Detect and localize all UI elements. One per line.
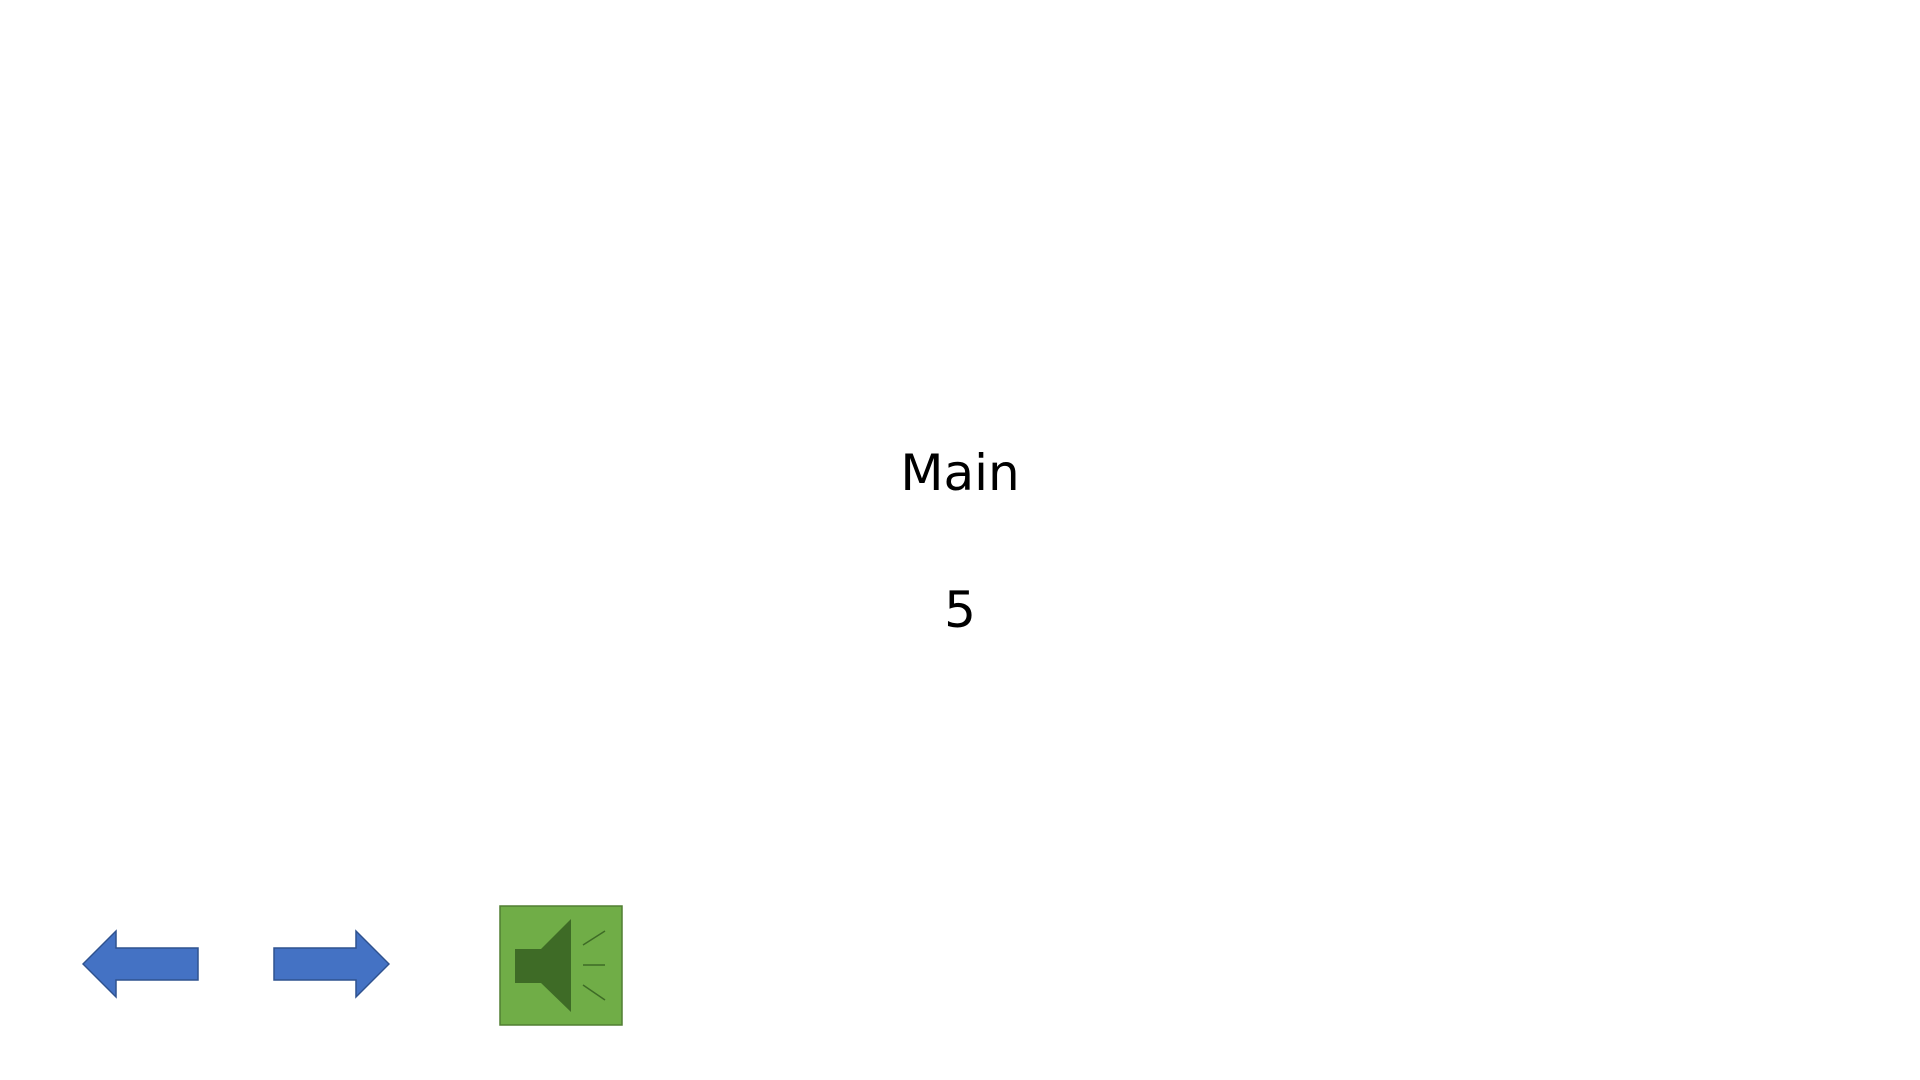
sound-button[interactable] xyxy=(499,905,623,1026)
slide-number: 5 xyxy=(944,581,976,639)
slide-title: Main xyxy=(900,444,1020,502)
right-arrow-icon xyxy=(273,929,390,999)
speaker-icon xyxy=(499,905,623,1026)
previous-button[interactable] xyxy=(82,929,200,999)
left-arrow-icon xyxy=(82,929,199,999)
next-button[interactable] xyxy=(272,929,390,999)
